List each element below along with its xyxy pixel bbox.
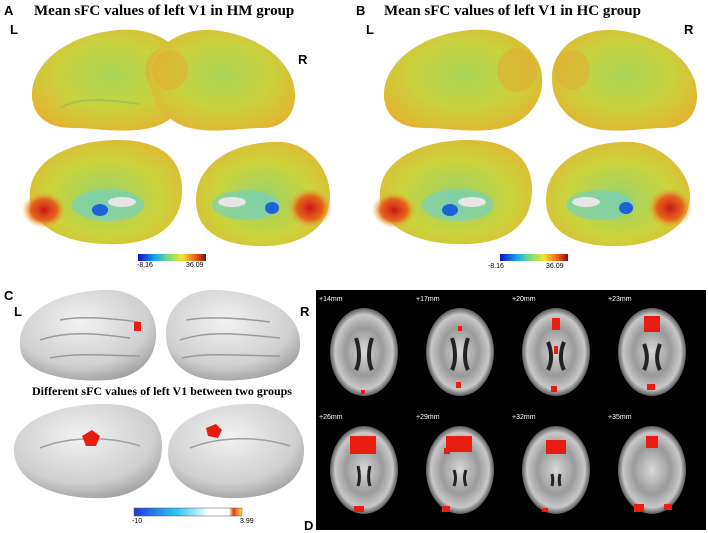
panel-b-title: Mean sFC values of left V1 in HC group xyxy=(384,3,641,19)
slice-label-4: +23mm xyxy=(608,296,632,303)
panel-b-medial-right xyxy=(546,141,692,247)
panel-c-letter: C xyxy=(4,288,14,303)
panel-c-colorbar-max: 3.99 xyxy=(240,518,254,525)
panel-a-colorbar-min: -8.16 xyxy=(137,262,153,269)
panel-a-colorbar-max: 36.09 xyxy=(186,262,204,269)
panel-d-letter: D xyxy=(304,518,314,533)
slice-8 xyxy=(618,426,686,514)
slice-label-1: +14mm xyxy=(319,296,343,303)
panel-c-medial-right xyxy=(168,403,304,499)
panel-c-right-label: R xyxy=(300,304,310,319)
panel-b-lateral-left xyxy=(383,29,543,131)
slice-label-6: +29mm xyxy=(416,414,440,421)
panel-d-slices-background: +14mm +17mm +20mm +23mm +26mm +29mm +32m… xyxy=(316,290,706,530)
slice-label-8: +35mm xyxy=(608,414,632,421)
panel-c-activation-medial-left xyxy=(82,430,100,446)
slice-5 xyxy=(330,426,398,514)
panel-c-lateral-right xyxy=(165,289,301,381)
panel-b-right-label: R xyxy=(684,22,694,37)
panel-d-slices xyxy=(330,308,686,514)
panel-a-colorbar xyxy=(138,254,206,261)
panel-b-colorbar-max: 36.09 xyxy=(546,263,564,270)
panel-a-medial-left xyxy=(22,140,183,245)
slice-label-2: +17mm xyxy=(416,296,440,303)
slice-4 xyxy=(618,308,686,396)
slice-1 xyxy=(330,308,398,396)
panel-c-left-label: L xyxy=(14,304,22,319)
slice-label-5: +26mm xyxy=(319,414,343,421)
panel-b-colorbar xyxy=(500,254,568,261)
panel-b-colorbar-min: -8.16 xyxy=(488,263,504,270)
panel-b-left-label: L xyxy=(366,22,374,37)
slice-6 xyxy=(426,426,494,514)
panel-c-colorbar xyxy=(133,507,243,517)
panel-c-title: Different sFC values of left V1 between … xyxy=(32,384,292,398)
panel-b-lateral-right xyxy=(551,29,698,131)
slice-7 xyxy=(522,426,590,514)
panel-b-letter: B xyxy=(356,3,366,18)
panel-a-right-label: R xyxy=(298,52,308,67)
panel-c-medial-left xyxy=(13,404,163,499)
panel-c-activation-medial-right xyxy=(206,424,222,438)
panel-a-lateral-right xyxy=(149,29,296,131)
slice-label-7: +32mm xyxy=(512,414,536,421)
panel-a-left-label: L xyxy=(10,22,18,37)
panel-c-lateral-left xyxy=(19,289,157,381)
panel-a-letter: A xyxy=(4,3,14,18)
panel-c-colorbar-min: -10 xyxy=(132,518,143,525)
slice-3 xyxy=(522,308,590,396)
panel-a-medial-right xyxy=(196,141,332,247)
slice-2 xyxy=(426,308,494,396)
panel-b-medial-left xyxy=(372,140,532,245)
slice-label-3: +20mm xyxy=(512,296,536,303)
panel-c-activation-lateral xyxy=(134,322,141,331)
panel-a-title: Mean sFC values of left V1 in HM group xyxy=(34,3,295,19)
